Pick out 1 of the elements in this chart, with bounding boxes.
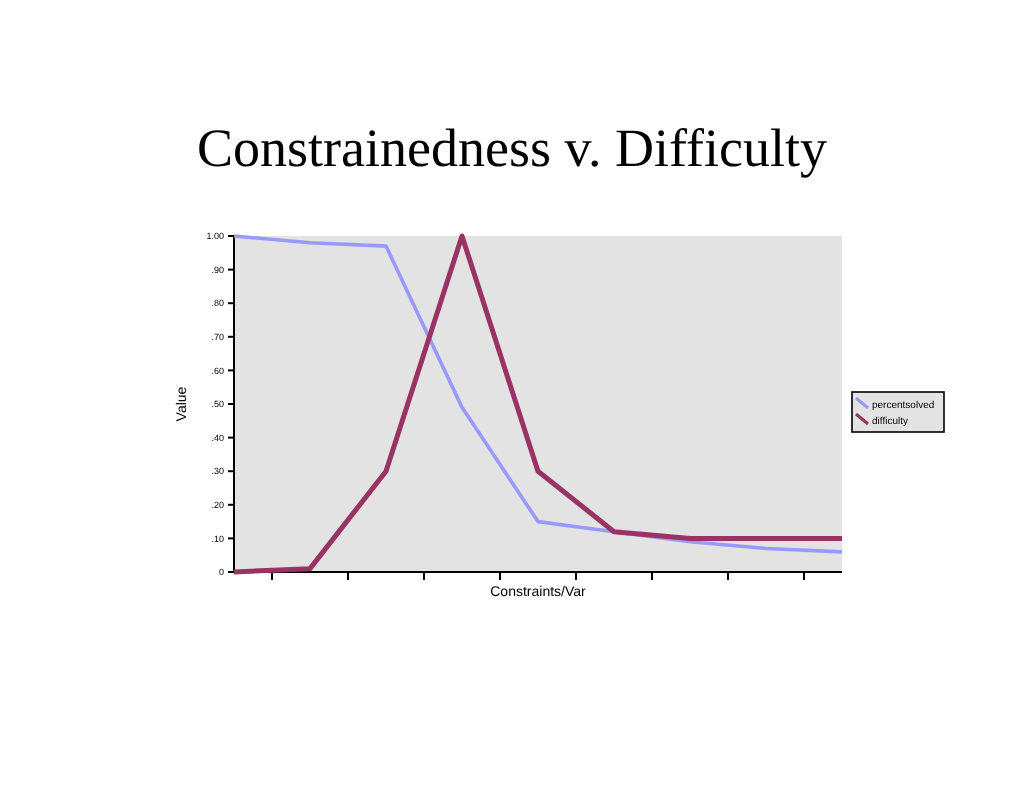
chart-title: Constrainedness v. Difficulty — [197, 118, 828, 178]
